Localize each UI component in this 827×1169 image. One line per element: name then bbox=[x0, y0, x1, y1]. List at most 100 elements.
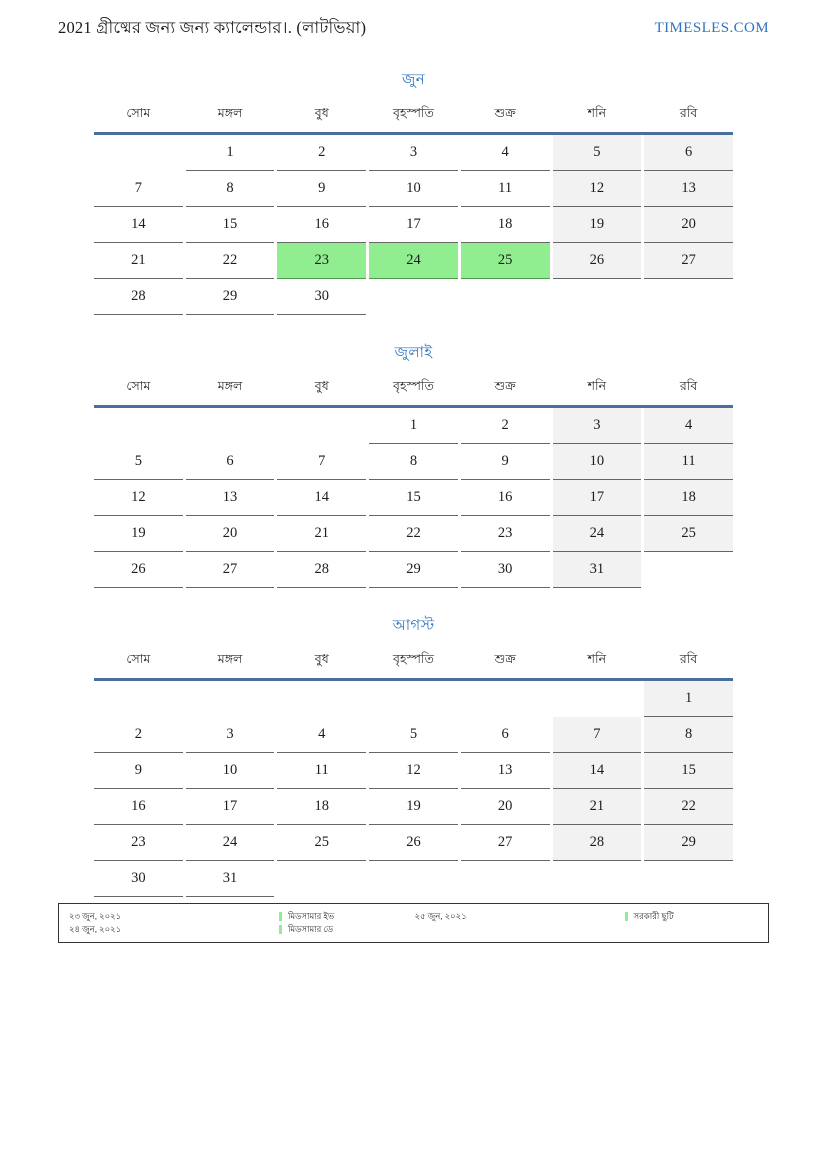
weekend-day-cell[interactable]: 1 bbox=[644, 680, 733, 717]
day-cell[interactable]: 26 bbox=[94, 552, 183, 588]
day-cell[interactable]: 6 bbox=[460, 717, 550, 753]
day-cell[interactable]: 7 bbox=[277, 444, 367, 480]
day-cell[interactable]: 16 bbox=[94, 789, 183, 825]
weekday-header: বৃহস্পতি bbox=[393, 105, 434, 120]
day-cell[interactable]: 4 bbox=[277, 717, 367, 753]
day-cell[interactable]: 29 bbox=[369, 552, 458, 588]
weekend-day-cell[interactable]: 11 bbox=[644, 443, 733, 480]
day-cell[interactable]: 27 bbox=[460, 825, 550, 861]
weekend-day-cell[interactable]: 29 bbox=[644, 824, 733, 861]
day-cell[interactable]: 5 bbox=[369, 717, 458, 753]
day-cell[interactable]: 11 bbox=[460, 171, 550, 207]
day-cell[interactable]: 5 bbox=[94, 444, 183, 480]
day-cell[interactable]: 28 bbox=[277, 552, 367, 588]
holiday-day-cell[interactable]: 23 bbox=[277, 242, 367, 279]
day-cell[interactable]: 17 bbox=[369, 207, 458, 243]
day-cell[interactable]: 15 bbox=[369, 480, 458, 516]
day-cell[interactable]: 19 bbox=[369, 789, 458, 825]
day-cell[interactable]: 22 bbox=[185, 243, 275, 279]
weekend-day-cell[interactable]: 3 bbox=[552, 407, 642, 444]
day-cell[interactable]: 11 bbox=[277, 753, 367, 789]
day-cell[interactable]: 24 bbox=[185, 825, 275, 861]
day-cell[interactable]: 23 bbox=[94, 825, 183, 861]
day-cell[interactable]: 25 bbox=[277, 825, 367, 861]
day-cell[interactable]: 30 bbox=[94, 861, 183, 897]
weekend-day-cell[interactable]: 13 bbox=[644, 170, 733, 207]
day-cell[interactable]: 2 bbox=[94, 717, 183, 753]
day-cell[interactable]: 16 bbox=[277, 207, 367, 243]
day-cell[interactable]: 8 bbox=[369, 444, 458, 480]
day-cell[interactable]: 1 bbox=[185, 135, 275, 171]
day-cell[interactable]: 9 bbox=[94, 753, 183, 789]
weekend-day-cell[interactable]: 19 bbox=[552, 206, 642, 243]
empty-cell bbox=[94, 681, 183, 717]
weekend-day-cell[interactable]: 21 bbox=[552, 788, 642, 825]
weekend-day-cell[interactable]: 7 bbox=[552, 716, 642, 753]
day-cell[interactable]: 18 bbox=[277, 789, 367, 825]
day-cell[interactable]: 27 bbox=[185, 552, 275, 588]
day-cell[interactable]: 7 bbox=[94, 171, 183, 207]
weekend-day-cell[interactable]: 31 bbox=[552, 551, 642, 588]
day-cell[interactable]: 18 bbox=[460, 207, 550, 243]
weekday-header: রবি bbox=[679, 378, 698, 393]
day-cell[interactable]: 13 bbox=[185, 480, 275, 516]
day-cell[interactable]: 2 bbox=[460, 408, 550, 444]
day-cell[interactable]: 14 bbox=[94, 207, 183, 243]
site-brand-link[interactable]: TIMESLES.COM bbox=[654, 20, 769, 36]
day-cell[interactable]: 12 bbox=[369, 753, 458, 789]
day-cell[interactable]: 3 bbox=[185, 717, 275, 753]
weekend-day-cell[interactable]: 4 bbox=[644, 407, 733, 444]
weekend-day-cell[interactable]: 22 bbox=[644, 788, 733, 825]
day-cell[interactable]: 20 bbox=[460, 789, 550, 825]
weekend-day-cell[interactable]: 12 bbox=[552, 170, 642, 207]
day-cell[interactable]: 6 bbox=[185, 444, 275, 480]
weekend-day-cell[interactable]: 20 bbox=[644, 206, 733, 243]
day-cell[interactable]: 31 bbox=[185, 861, 275, 897]
day-cell[interactable]: 23 bbox=[460, 516, 550, 552]
weekend-day-cell[interactable]: 5 bbox=[552, 134, 642, 171]
day-cell[interactable]: 20 bbox=[185, 516, 275, 552]
day-cell[interactable]: 28 bbox=[94, 279, 183, 315]
weekday-header: মঙ্গল bbox=[217, 378, 243, 393]
day-cell[interactable]: 21 bbox=[277, 516, 367, 552]
day-cell[interactable]: 13 bbox=[460, 753, 550, 789]
weekend-day-cell[interactable]: 27 bbox=[644, 242, 733, 279]
weekend-day-cell[interactable]: 10 bbox=[552, 443, 642, 480]
weekend-day-cell[interactable]: 17 bbox=[552, 479, 642, 516]
day-cell[interactable]: 12 bbox=[94, 480, 183, 516]
legend-right-labels: সরকারী ছুটি bbox=[624, 910, 761, 936]
weekend-day-cell[interactable]: 18 bbox=[644, 479, 733, 516]
day-cell[interactable]: 14 bbox=[277, 480, 367, 516]
day-cell[interactable]: 30 bbox=[460, 552, 550, 588]
day-cell[interactable]: 26 bbox=[369, 825, 458, 861]
day-cell[interactable]: 2 bbox=[277, 135, 367, 171]
weekend-day-cell[interactable]: 15 bbox=[644, 752, 733, 789]
legend-column-right: ২৫ জুন, ২০২১ সরকারী ছুটি bbox=[415, 910, 761, 936]
day-cell[interactable]: 4 bbox=[460, 135, 550, 171]
day-cell[interactable]: 29 bbox=[185, 279, 275, 315]
day-cell[interactable]: 16 bbox=[460, 480, 550, 516]
day-cell[interactable]: 9 bbox=[277, 171, 367, 207]
day-cell[interactable]: 10 bbox=[369, 171, 458, 207]
weekend-day-cell[interactable]: 25 bbox=[644, 515, 733, 552]
day-cell[interactable]: 15 bbox=[185, 207, 275, 243]
day-cell[interactable]: 8 bbox=[185, 171, 275, 207]
holiday-day-cell[interactable]: 25 bbox=[460, 242, 550, 279]
day-cell[interactable]: 10 bbox=[185, 753, 275, 789]
day-cell[interactable]: 19 bbox=[94, 516, 183, 552]
weekend-day-cell[interactable]: 26 bbox=[552, 242, 642, 279]
day-cell[interactable]: 17 bbox=[185, 789, 275, 825]
weekend-day-cell[interactable]: 28 bbox=[552, 824, 642, 861]
weekend-day-cell[interactable]: 8 bbox=[644, 716, 733, 753]
day-cell[interactable]: 22 bbox=[369, 516, 458, 552]
weekend-day-cell[interactable]: 24 bbox=[552, 515, 642, 552]
day-cell[interactable]: 1 bbox=[369, 408, 458, 444]
weekend-day-cell[interactable]: 14 bbox=[552, 752, 642, 789]
day-cell[interactable]: 30 bbox=[277, 279, 367, 315]
weekend-day-cell[interactable]: 6 bbox=[644, 134, 733, 171]
empty-cell bbox=[94, 135, 183, 171]
day-cell[interactable]: 21 bbox=[94, 243, 183, 279]
day-cell[interactable]: 3 bbox=[369, 135, 458, 171]
holiday-day-cell[interactable]: 24 bbox=[369, 242, 458, 279]
day-cell[interactable]: 9 bbox=[460, 444, 550, 480]
